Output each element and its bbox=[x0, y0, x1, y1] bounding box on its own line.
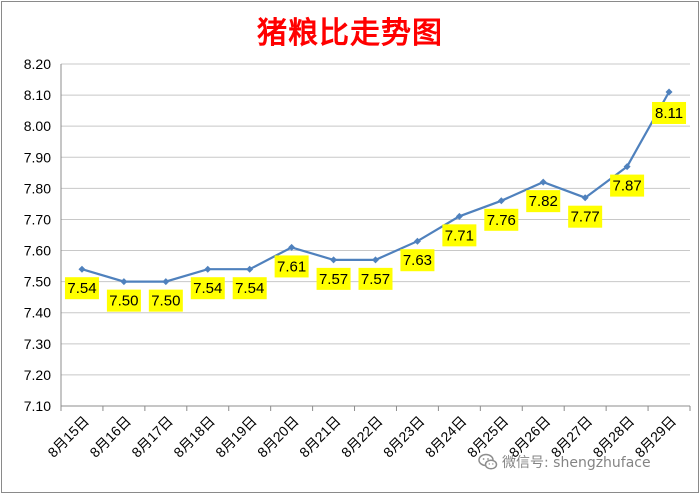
data-label: 7.82 bbox=[529, 193, 558, 210]
x-tick-label: 8月15日 bbox=[44, 413, 92, 461]
data-point bbox=[162, 278, 170, 286]
y-tick-label: 7.30 bbox=[24, 336, 51, 352]
y-tick-label: 7.50 bbox=[24, 274, 51, 290]
data-label-box bbox=[190, 277, 225, 300]
x-tick-label: 8月24日 bbox=[422, 413, 470, 461]
data-label-box bbox=[568, 205, 603, 228]
x-tick-label: 8月20日 bbox=[254, 413, 302, 461]
y-tick-label: 8.00 bbox=[24, 118, 51, 134]
y-tick-label: 7.10 bbox=[24, 398, 51, 414]
data-point bbox=[330, 256, 338, 264]
data-point bbox=[288, 243, 296, 251]
data-label-box bbox=[400, 249, 435, 272]
data-label: 7.61 bbox=[277, 258, 306, 275]
data-label-box bbox=[148, 289, 183, 312]
data-label: 7.57 bbox=[319, 271, 348, 288]
data-points bbox=[78, 88, 673, 286]
data-label: 7.57 bbox=[361, 271, 390, 288]
data-label-box bbox=[64, 277, 99, 300]
data-point bbox=[413, 237, 421, 245]
data-label: 7.76 bbox=[487, 212, 516, 229]
data-point bbox=[623, 163, 631, 171]
data-point bbox=[78, 265, 86, 273]
data-point bbox=[372, 256, 379, 264]
data-label: 7.87 bbox=[612, 178, 641, 195]
watermark: 微信号: shengzhuface bbox=[478, 452, 651, 472]
data-label-box bbox=[610, 174, 645, 197]
data-label: 8.11 bbox=[655, 105, 683, 122]
data-point bbox=[204, 265, 212, 273]
data-label-box bbox=[316, 267, 351, 290]
data-label: 7.54 bbox=[235, 280, 264, 297]
data-label-box bbox=[106, 289, 141, 312]
data-label: 7.54 bbox=[67, 280, 96, 297]
data-label-box bbox=[526, 190, 561, 213]
data-label-box bbox=[358, 267, 393, 290]
data-label-box bbox=[274, 255, 309, 278]
data-label: 7.77 bbox=[571, 209, 600, 226]
x-tick-label: 8月17日 bbox=[128, 413, 176, 461]
data-label-box bbox=[232, 277, 267, 300]
data-point bbox=[581, 194, 589, 202]
data-label: 7.50 bbox=[151, 293, 180, 310]
chart-title: 猪粮比走势图 bbox=[257, 16, 443, 51]
data-label-box bbox=[652, 101, 687, 124]
data-label-box bbox=[484, 208, 519, 231]
data-point bbox=[539, 178, 547, 186]
data-label: 7.54 bbox=[193, 280, 222, 297]
y-tick-label: 7.80 bbox=[24, 180, 51, 196]
data-label-box bbox=[442, 224, 477, 247]
axes bbox=[60, 64, 691, 411]
data-point bbox=[120, 278, 128, 286]
y-tick-label: 7.40 bbox=[24, 305, 51, 321]
y-tick-label: 7.20 bbox=[24, 367, 51, 383]
x-tick-label: 8月18日 bbox=[170, 413, 218, 461]
data-point bbox=[246, 265, 254, 273]
watermark-text: 微信号: shengzhuface bbox=[502, 455, 651, 471]
data-label: 7.50 bbox=[109, 293, 138, 310]
data-point bbox=[497, 197, 505, 205]
x-tick-label: 8月16日 bbox=[86, 413, 134, 461]
x-tick-label: 8月21日 bbox=[296, 413, 344, 461]
y-tick-label: 8.10 bbox=[24, 87, 51, 103]
data-point bbox=[455, 212, 463, 220]
data-label: 7.71 bbox=[445, 227, 474, 244]
y-tick-label: 7.60 bbox=[24, 243, 51, 259]
x-tick-label: 8月19日 bbox=[212, 413, 260, 461]
y-tick-labels: 7.10 7.20 7.30 7.40 7.50 7.60 7.70 7.80 7.90 8.00… bbox=[24, 56, 51, 414]
x-tick-label: 8月23日 bbox=[380, 413, 428, 461]
y-tick-label: 7.70 bbox=[24, 211, 51, 227]
series-line bbox=[81, 91, 670, 283]
x-tick-label: 8月22日 bbox=[338, 413, 386, 461]
grid-lines bbox=[61, 63, 690, 376]
y-tick-label: 8.20 bbox=[24, 56, 51, 72]
data-labels: 7.54 7.50 7.50 7.54 7.54 7.61 7.57 7.57 7.63 7.71… bbox=[64, 101, 687, 312]
y-tick-label: 7.90 bbox=[24, 149, 51, 165]
data-label: 7.63 bbox=[403, 252, 432, 269]
data-point bbox=[665, 88, 673, 96]
wechat-icon bbox=[478, 453, 498, 470]
